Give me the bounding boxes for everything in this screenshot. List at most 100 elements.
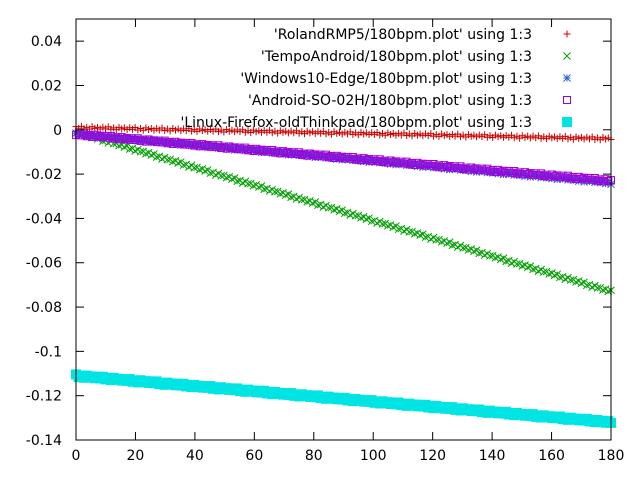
data-point (198, 142, 207, 151)
data-point (316, 150, 325, 159)
legend-marker (563, 52, 571, 60)
data-point (416, 160, 425, 169)
data-point (413, 158, 422, 167)
data-point (187, 138, 196, 147)
data-point (545, 172, 554, 181)
data-point (287, 193, 295, 202)
data-point (405, 159, 414, 168)
data-point (104, 133, 113, 142)
data-point (80, 129, 89, 138)
data-point (82, 130, 91, 139)
data-point (109, 132, 118, 141)
data-point (421, 233, 430, 242)
data-point (569, 173, 578, 182)
data-point (427, 162, 435, 170)
series-1 (72, 122, 615, 144)
data-point (90, 133, 99, 141)
data-point (252, 147, 260, 156)
x-tick-label: 20 (127, 448, 145, 464)
x-tick-label: 160 (538, 448, 565, 464)
data-point (402, 157, 411, 166)
data-point (389, 158, 398, 167)
data-point (598, 177, 607, 186)
data-point (117, 133, 126, 142)
data-point (572, 175, 581, 184)
data-point (591, 178, 599, 187)
data-point (394, 158, 403, 167)
series-5 (71, 369, 616, 428)
data-point (343, 155, 352, 164)
data-point (214, 144, 223, 152)
data-point (367, 156, 376, 164)
data-point (351, 155, 360, 164)
data-point (281, 148, 290, 157)
data-point (351, 211, 360, 220)
data-point (496, 255, 505, 264)
data-point (582, 281, 591, 290)
data-point (475, 166, 484, 175)
data-point (566, 174, 575, 183)
data-point (448, 163, 457, 172)
data-point (582, 175, 591, 184)
data-point (206, 169, 215, 178)
data-point (386, 156, 395, 165)
data-point (354, 156, 363, 165)
data-point (520, 168, 529, 177)
data-point (378, 157, 387, 166)
data-point (502, 168, 511, 177)
x-tick-label: 60 (245, 448, 263, 464)
y-tick-label: -0.1 (35, 344, 62, 360)
data-point (273, 149, 282, 158)
data-point (319, 152, 328, 161)
data-point (166, 139, 174, 148)
data-point (98, 133, 107, 142)
data-point (295, 148, 304, 157)
data-point (340, 154, 349, 163)
data-point (136, 135, 145, 144)
data-point (233, 177, 242, 186)
x-tick-label: 100 (360, 448, 387, 464)
series-4 (72, 129, 615, 186)
data-point (82, 132, 91, 141)
data-point (348, 152, 357, 161)
data-point (125, 145, 134, 154)
data-point (220, 144, 228, 153)
data-point (316, 153, 325, 161)
data-point (228, 175, 236, 184)
data-point (518, 170, 527, 179)
data-point (90, 130, 99, 139)
data-point (572, 278, 580, 286)
data-point (434, 161, 443, 170)
data-point (445, 162, 454, 171)
data-point (351, 154, 360, 163)
data-point (461, 166, 470, 175)
series-2 (72, 128, 615, 296)
data-point (383, 158, 392, 167)
data-point (235, 143, 244, 152)
data-point (190, 163, 199, 172)
data-point (133, 134, 142, 143)
data-point (391, 157, 400, 166)
data-point (171, 140, 180, 149)
data-point (249, 146, 258, 155)
data-point (149, 136, 158, 145)
data-point (443, 162, 452, 171)
data-point (324, 152, 333, 161)
data-point (432, 162, 441, 171)
data-point (190, 141, 199, 150)
data-point (394, 225, 403, 234)
data-point (238, 144, 247, 153)
legend-marker (563, 74, 571, 82)
data-point (187, 141, 196, 150)
data-point (77, 131, 86, 140)
data-point (289, 148, 298, 157)
data-point (588, 175, 597, 184)
data-point (128, 135, 137, 144)
data-point (588, 176, 597, 185)
data-point (322, 150, 331, 159)
data-point (179, 140, 188, 149)
data-point (125, 134, 134, 142)
data-point (327, 154, 336, 163)
plot-frame (75, 18, 612, 441)
data-point (499, 166, 508, 175)
